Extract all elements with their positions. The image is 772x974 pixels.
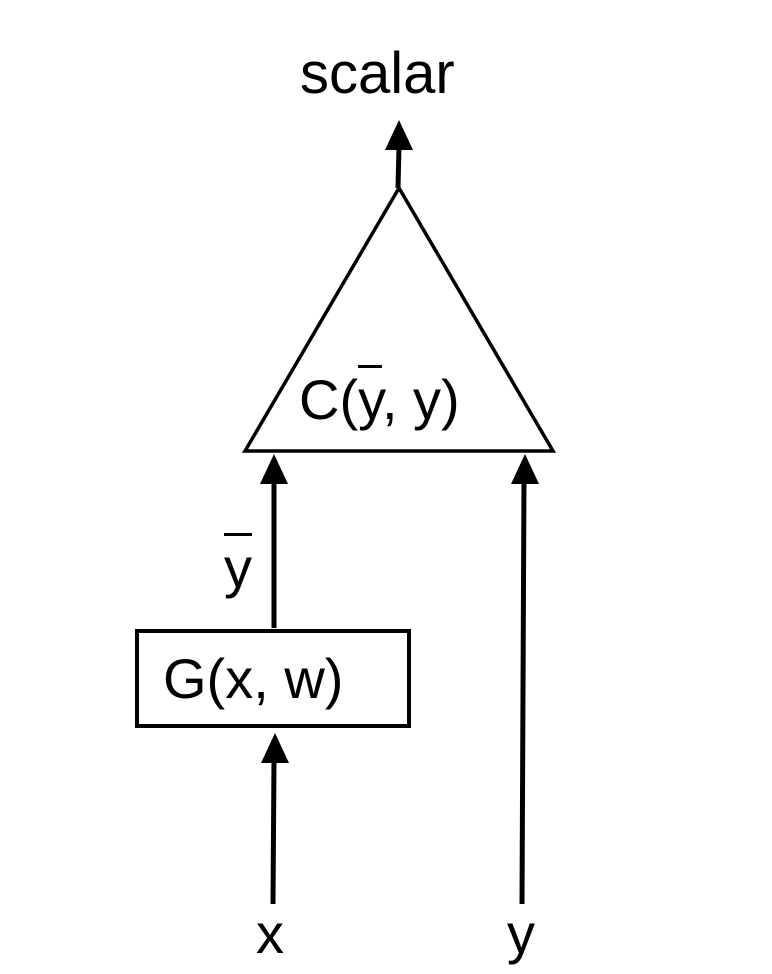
prediction-arrow-head	[260, 454, 288, 484]
generator-label: G(x, w)	[163, 647, 344, 710]
input-y-arrow-head	[511, 454, 539, 484]
prediction-ybar-label: y	[224, 536, 252, 599]
generator-box	[135, 629, 411, 728]
input-x-label: x	[256, 902, 284, 965]
output-arrow-line	[395, 145, 402, 189]
cost-function-label: C(y, y)	[299, 372, 460, 428]
cost-function-ybar: y	[358, 368, 382, 431]
input-x-arrow-line	[270, 759, 277, 905]
output-arrow-head	[385, 120, 413, 150]
cost-function-suffix: , y)	[381, 368, 460, 431]
input-y-label: y	[507, 902, 535, 965]
input-x-arrow-head	[261, 733, 289, 763]
cost-function-prefix: C(	[299, 368, 359, 431]
input-y-arrow-line	[519, 479, 527, 905]
output-scalar-label: scalar	[300, 41, 455, 106]
cost-triangle	[241, 184, 557, 453]
